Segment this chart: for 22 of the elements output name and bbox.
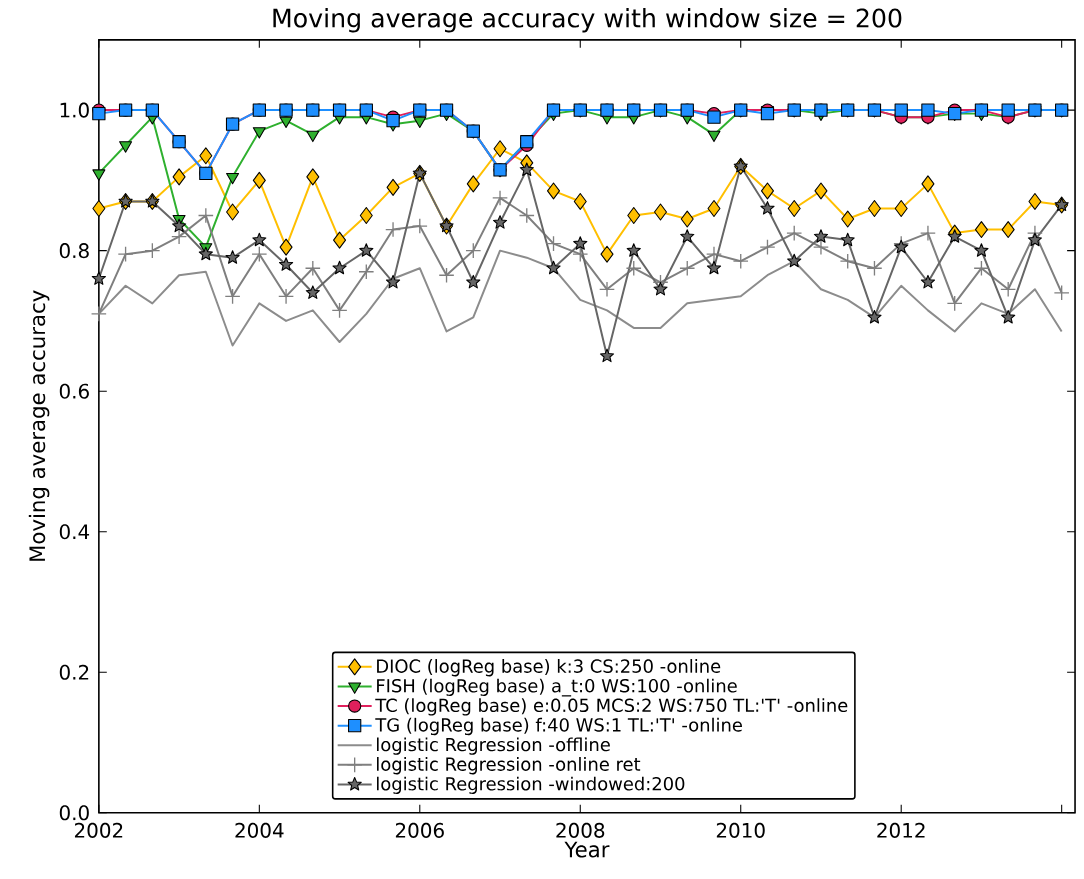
y-tick-label: 0.0 (59, 805, 89, 821)
x-tick-label: 2004 (235, 823, 284, 839)
legend-label: DIOC (logReg base) k:3 CS:250 -online (377, 659, 721, 677)
x-tick-label: 2006 (395, 823, 444, 839)
legend-label: FISH (logReg base) a_t:0 WS:100 -online (377, 678, 737, 697)
chart-title: Moving average accuracy with window size = 200 (273, 8, 902, 33)
legend-label: TC (logReg base) e:0.05 MCS:2 WS:750 TL:'T' -online (375, 698, 848, 716)
x-tick-label: 2008 (556, 823, 605, 839)
x-tick-label: 2002 (74, 823, 123, 839)
legend-label: logistic Regression -offline (377, 737, 610, 755)
y-tick-label: 0.4 (59, 524, 90, 540)
x-axis-title: Year (564, 841, 610, 858)
y-tick-label: 0.8 (59, 243, 89, 259)
legend-label: TG (logReg base) f:40 WS:1 TL:'T' -online (375, 718, 742, 736)
y-tick-label: 0.6 (59, 383, 89, 399)
y-tick-label: 1.0 (60, 102, 89, 118)
y-tick-label: 0.2 (59, 664, 89, 681)
x-tick-label: 2012 (877, 823, 925, 839)
x-tick-label: 2010 (716, 823, 765, 839)
legend-label: logistic Regression -online ret (377, 757, 641, 775)
y-axis-title: Moving average accuracy (28, 290, 50, 562)
legend-label: logistic Regression -windowed:200 (377, 776, 685, 795)
